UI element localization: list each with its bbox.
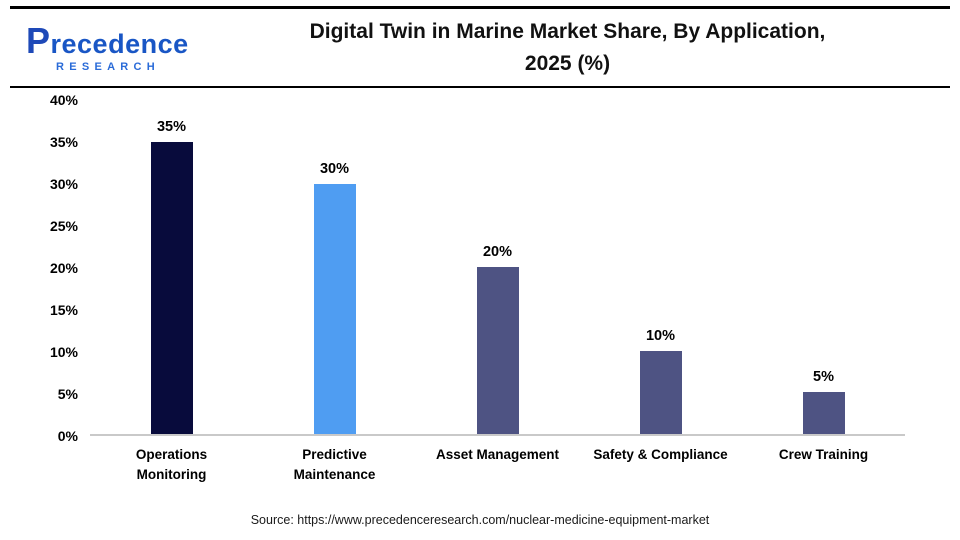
y-tick-label: 0% [57, 428, 78, 444]
bar-value-label: 35% [156, 118, 187, 135]
plot-area: 35% 30% 20% 10% 5% [90, 100, 905, 436]
logo-subtitle: RESEARCH [56, 60, 160, 73]
y-tick-label: 30% [49, 176, 78, 192]
x-axis-labels: Operations Monitoring Predictive Maintena… [10, 445, 950, 486]
bar-value-label: 10% [645, 327, 676, 344]
x-category-label: Predictive Maintenance [293, 447, 376, 483]
y-tick-label: 5% [57, 386, 78, 402]
x-category-label: Operations Monitoring [135, 447, 208, 483]
x-category-label: Asset Management [435, 447, 560, 462]
header: Precedence RESEARCH Digital Twin in Mari… [10, 6, 950, 88]
bar-operations-monitoring: 35% [150, 119, 193, 434]
y-tick-label: 40% [49, 92, 78, 108]
x-category-label: Crew Training [778, 447, 869, 462]
bar-value-label: 20% [482, 244, 513, 260]
bar-asset-management: 20% [476, 244, 519, 434]
y-tick-label: 35% [49, 134, 78, 150]
y-tick-label: 10% [49, 344, 78, 360]
bar-column: 10% [579, 100, 742, 434]
source-text: Source: https://www.precedenceresearch.c… [250, 513, 710, 527]
bar-column: 5% [742, 100, 905, 434]
y-tick-label: 25% [49, 218, 78, 234]
bar-predictive-maintenance: 30% [313, 161, 356, 434]
bar-column: 20% [416, 100, 579, 434]
bar-column: 30% [253, 100, 416, 434]
bar-value-label: 5% [813, 369, 834, 386]
bar-chart: 40% 35% 30% 25% 20% 15% 10% 5% 0% 35% 30% 20% 10% 5% [10, 92, 950, 444]
bar-value-label: 30% [319, 160, 350, 177]
chart-title: Digital Twin in Marine Market Share, By … [309, 20, 826, 75]
y-tick-label: 20% [49, 260, 78, 276]
precedence-research-logo: Precedence RESEARCH [20, 20, 195, 73]
logo-wordmark: Precedence [26, 20, 189, 62]
y-tick-label: 15% [49, 302, 78, 318]
bar-crew-training: 5% [802, 369, 845, 434]
bar-column: 35% [90, 100, 253, 434]
bar-safety-compliance: 10% [639, 328, 682, 434]
x-category-label: Safety & Compliance [593, 447, 728, 462]
y-axis: 40% 35% 30% 25% 20% 15% 10% 5% 0% [10, 92, 90, 444]
